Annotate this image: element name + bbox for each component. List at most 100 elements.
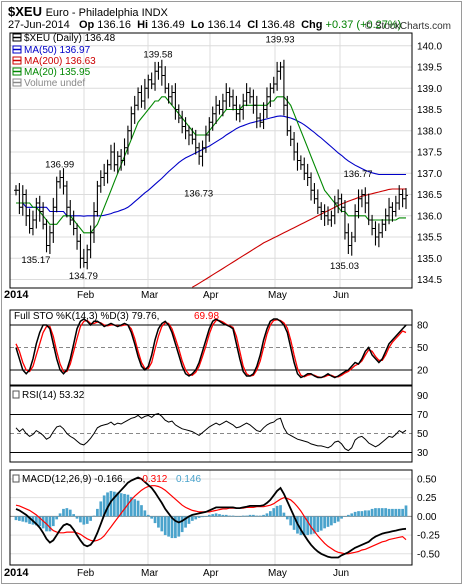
macd-histogram-bar xyxy=(119,493,123,517)
price-ytick-label: 137.5 xyxy=(417,148,442,159)
macd-histogram-bar xyxy=(282,512,286,517)
macd-histogram-bar xyxy=(34,516,38,526)
macd-histogram-bar xyxy=(187,516,191,524)
rsi-panel-border xyxy=(9,385,413,463)
macd-histogram-bar xyxy=(170,516,174,539)
macd-histogram-bar xyxy=(255,515,259,517)
macd-date-axis-label: Apr xyxy=(203,568,219,579)
macd-histogram-bar xyxy=(99,501,103,517)
macd-histogram-bar xyxy=(157,516,160,528)
price-panel-border xyxy=(9,32,413,289)
macd-histogram-bar xyxy=(252,514,255,517)
low-label: Lo xyxy=(190,19,205,31)
price-ma-line-ma20 xyxy=(16,96,406,234)
legend-entry-label: Volume undef xyxy=(24,78,85,89)
macd-histogram-bar xyxy=(377,508,381,517)
macd-histogram-bar xyxy=(58,513,62,517)
macd-histogram-bar xyxy=(51,516,55,527)
date-axis-label: Feb xyxy=(77,290,95,301)
macd-histogram-bar xyxy=(380,508,384,517)
macd-histogram-bar xyxy=(48,516,52,532)
macd-histogram-bar xyxy=(62,508,65,517)
price-ytick-label: 135.5 xyxy=(417,233,442,244)
macd-histogram-bar xyxy=(391,508,394,517)
macd-histogram-bar xyxy=(38,516,42,527)
close-label: Cl xyxy=(247,19,259,31)
legend-entry-label: MA(200) 136.63 xyxy=(24,56,96,67)
macd-histogram-bar xyxy=(302,516,306,536)
price-ytick-label: 138.5 xyxy=(417,105,442,116)
macd-histogram-bar xyxy=(102,495,106,517)
low-value: 136.14 xyxy=(207,19,242,31)
macd-histogram-bar xyxy=(140,505,143,517)
chart-header-title: $XEU Euro - Philadelphia INDX xyxy=(8,4,168,19)
macd-histogram-bar xyxy=(201,516,204,518)
macd-histogram-bar xyxy=(180,516,184,533)
price-annotation: 136.73 xyxy=(184,189,213,200)
price-ytick-label: 139.5 xyxy=(417,63,442,74)
macd-histogram-bar xyxy=(268,511,272,517)
high-value: 136.49 xyxy=(151,19,185,31)
macd-histogram-bar xyxy=(184,516,187,528)
legend-entry-label: $XEU (Daily) 136.48 xyxy=(24,33,116,44)
rsi-ytick-label: 50 xyxy=(417,429,429,440)
macd-ytick-label: 0.00 xyxy=(417,512,437,523)
price-ytick-label: 136.5 xyxy=(417,190,442,201)
rsi-panel-title: RSI(14) 53.32 xyxy=(22,390,85,401)
price-annotation: 139.58 xyxy=(143,50,172,61)
macd-histogram-bar xyxy=(404,505,408,517)
macd-histogram-bar xyxy=(65,508,69,517)
macd-histogram-bar xyxy=(116,492,120,517)
macd-histogram-bar xyxy=(21,516,25,522)
macd-histogram-bar xyxy=(79,516,82,523)
macd-histogram-bar xyxy=(333,516,337,524)
macd-histogram-bar xyxy=(275,505,279,517)
macd-ytick-label: 0.50 xyxy=(417,474,437,485)
macd-histogram-bar xyxy=(299,516,303,536)
macd-histogram-bar xyxy=(316,516,320,533)
macd-histogram-bar xyxy=(112,491,116,517)
macd-histogram-bar xyxy=(68,509,72,517)
macd-histogram-bar xyxy=(82,516,86,525)
macd-histogram-bar xyxy=(292,516,296,530)
price-ytick-label: 135.0 xyxy=(417,254,442,265)
macd-histogram-bar xyxy=(214,513,218,517)
macd-histogram-bar xyxy=(224,514,228,517)
price-annotation: 135.03 xyxy=(330,261,359,272)
macd-histogram-bar xyxy=(167,516,170,537)
macd-histogram-bar xyxy=(126,494,130,517)
macd-histogram-bar xyxy=(72,514,76,517)
macd-histogram-bar xyxy=(353,511,357,517)
macd-histogram-bar xyxy=(143,510,147,517)
sto-ytick-label: 20 xyxy=(417,366,429,377)
macd-histogram-bar xyxy=(346,514,350,517)
macd-date-axis-label: May xyxy=(268,568,287,579)
macd-histogram-bar xyxy=(262,514,265,517)
macd-histogram-bar xyxy=(394,508,398,517)
price-ytick-label: 136.0 xyxy=(417,211,442,222)
macd-histogram-bar xyxy=(357,511,360,517)
macd-histogram-bar xyxy=(279,505,282,517)
macd-histogram-bar xyxy=(211,514,215,517)
macd-histogram-bar xyxy=(350,513,354,517)
symbol-label: $XEU xyxy=(8,4,42,19)
macd-histogram-bar xyxy=(197,516,201,518)
macd-panel-border xyxy=(9,469,413,566)
macd-histogram-bar xyxy=(129,496,133,517)
macd-histogram-bar xyxy=(387,508,391,517)
rsi-legend-swatch xyxy=(12,390,20,399)
legend-entry-label: MA(20) 135.95 xyxy=(24,67,91,78)
sto-d-value: 69.98 xyxy=(194,311,219,322)
macd-panel-title: MACD(12,26,9) -0.166, xyxy=(22,474,125,485)
date-axis-label: Mar xyxy=(141,290,159,301)
macd-histogram-bar xyxy=(92,515,96,517)
legend-entry-label: MA(50) 136.97 xyxy=(24,45,91,56)
price-ma-line-ma200 xyxy=(192,188,406,288)
macd-line xyxy=(15,476,407,559)
macd-histogram-bar xyxy=(384,508,388,517)
macd-histogram-bar xyxy=(204,516,208,517)
macd-histogram-bar xyxy=(289,516,293,526)
macd-histogram-bar xyxy=(89,516,92,521)
